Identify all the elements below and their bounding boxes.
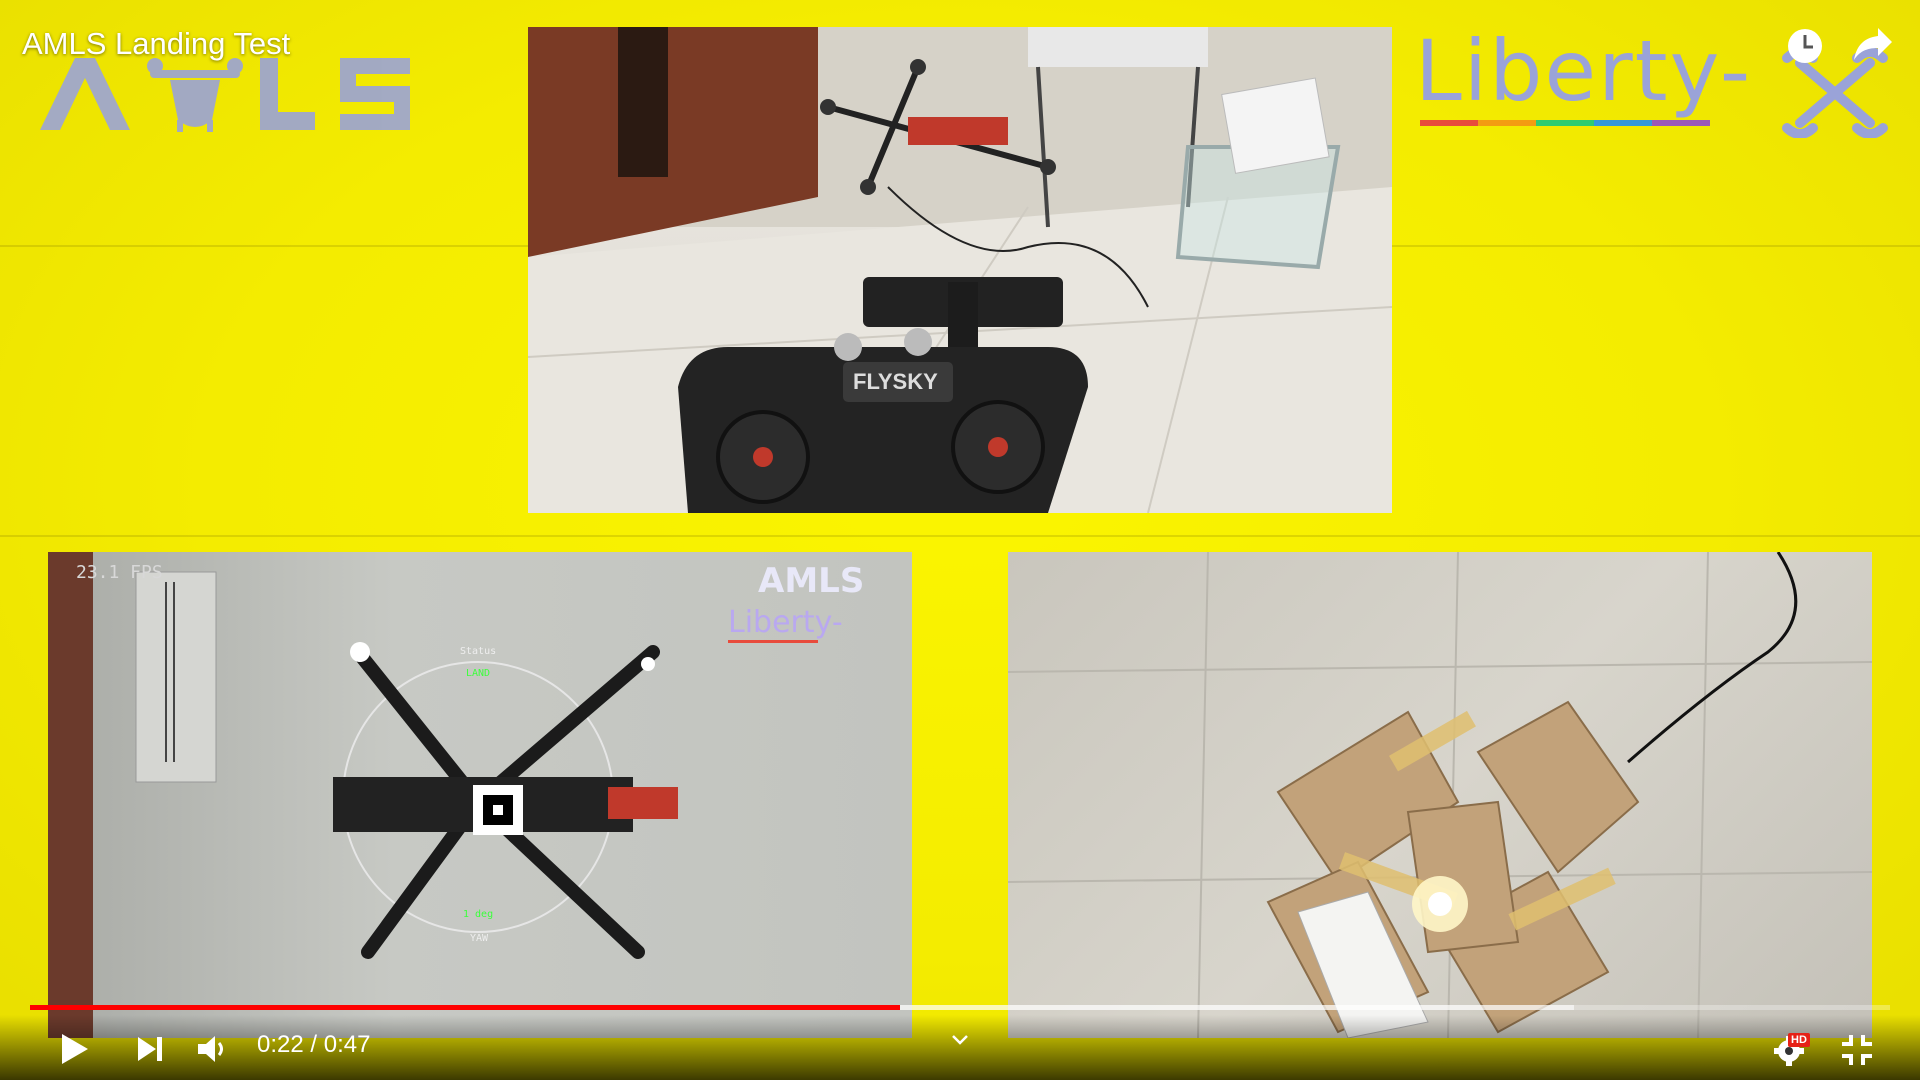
liberty-logo-text: Liberty-	[1415, 28, 1752, 120]
next-icon[interactable]	[135, 1034, 165, 1064]
room-camera-feed: FLYSKY	[528, 27, 1392, 513]
cardboard-landing-pad	[1266, 700, 1640, 1034]
room-scene: FLYSKY	[528, 27, 1392, 513]
time-current: 0:22	[257, 1031, 304, 1058]
video-title[interactable]: AMLS Landing Test	[22, 26, 291, 61]
desk	[1028, 27, 1208, 67]
hud-scene: Status LAND 1 deg YAW AMLS Liberty-	[48, 552, 864, 1038]
chevron-down-icon[interactable]	[950, 1033, 970, 1047]
player-controls: HD	[0, 1015, 1920, 1080]
laptop	[1221, 77, 1330, 174]
share-icon[interactable]	[1852, 26, 1894, 62]
drone-x-icon	[1782, 47, 1888, 138]
drone-letter-icon	[147, 58, 243, 132]
cable	[1627, 552, 1798, 764]
progress-bar[interactable]	[30, 1005, 1890, 1010]
exit-fullscreen-icon[interactable]	[1840, 1033, 1874, 1067]
drone-in-room	[820, 59, 1056, 195]
mini-liberty-logo: Liberty-	[728, 605, 843, 643]
svg-text:FLYSKY: FLYSKY	[853, 369, 938, 394]
drone-view-with-hud: Status LAND 1 deg YAW AMLS Liberty- 23.1…	[48, 552, 912, 1038]
mini-amls-logo: AMLS	[758, 561, 864, 601]
landing-pad-scene	[1008, 552, 1872, 1038]
wall-edge	[48, 552, 93, 1038]
door-window	[618, 27, 668, 177]
ac-unit	[135, 571, 217, 783]
hud-yaw-label: YAW	[470, 933, 489, 944]
progress-played	[30, 1005, 901, 1010]
hud-mode-label: LAND	[466, 668, 490, 679]
time-separator: /	[303, 1031, 324, 1058]
landing-pad-camera-feed	[1008, 552, 1872, 1038]
fps-counter: 23.1 FPS	[76, 562, 163, 583]
battery	[608, 787, 678, 819]
liberty-logo: Liberty-	[1415, 28, 1888, 138]
play-icon[interactable]	[58, 1032, 90, 1066]
hd-badge: HD	[1788, 1033, 1810, 1047]
time-display: 0:22 / 0:47	[257, 1031, 370, 1059]
background-line	[0, 245, 560, 247]
amls-logo: AMLS	[40, 58, 410, 132]
mini-liberty-logo-text: Liberty-	[728, 605, 843, 640]
hud-yaw-value: 1 deg	[463, 909, 493, 920]
rc-transmitter: FLYSKY	[678, 277, 1088, 513]
door	[528, 27, 818, 257]
mini-amls-logo-text: AMLS	[758, 561, 864, 601]
background-line	[0, 535, 1920, 537]
hud-status-top: Status	[460, 646, 496, 657]
clock-icon[interactable]	[1785, 26, 1825, 66]
background-line	[1390, 245, 1920, 247]
volume-icon[interactable]	[196, 1033, 230, 1065]
time-total: 0:47	[323, 1031, 371, 1058]
